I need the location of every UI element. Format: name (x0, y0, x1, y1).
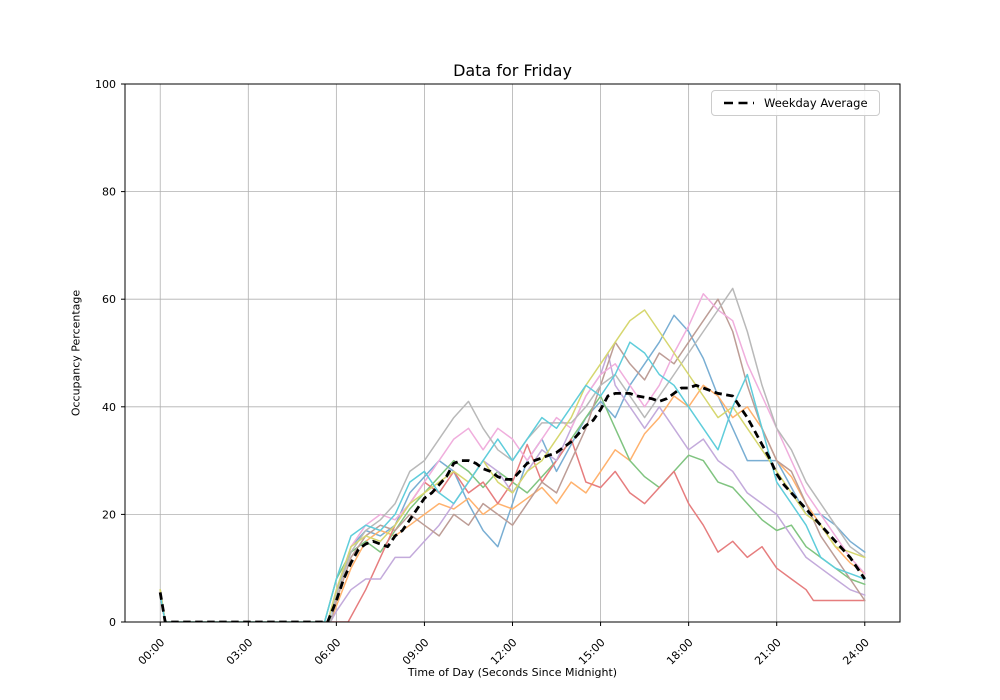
tick-marks (121, 83, 866, 626)
legend-entry-label: Weekday Average (764, 96, 868, 110)
chart-title: Data for Friday (453, 61, 572, 80)
day-series-line-7 (159, 293, 866, 622)
y-tick-label: 60 (102, 293, 116, 306)
legend-dashed-line-sample (724, 101, 754, 105)
legend-box: Weekday Average (711, 90, 880, 116)
x-tick-label: 09:00 (400, 636, 432, 668)
y-tick-label: 40 (102, 401, 116, 414)
y-tick-label: 20 (102, 508, 116, 521)
x-tick-label: 06:00 (312, 636, 344, 668)
grid-lines (125, 83, 900, 623)
y-tick-label: 0 (109, 616, 116, 629)
y-tick-label: 80 (102, 186, 116, 199)
day-series-group (159, 287, 866, 622)
x-tick-label: 12:00 (488, 636, 520, 668)
x-tick-label: 15:00 (576, 636, 608, 668)
day-series-line-9 (159, 309, 866, 622)
tick-labels: 00:00 03:00 06:00 09:00 12:00 15:00 18:00 21:00… (95, 78, 872, 668)
x-tick-label: 03:00 (224, 636, 256, 668)
x-tick-label: 21:00 (752, 636, 784, 668)
x-tick-label: 24:00 (840, 636, 872, 668)
day-series-line-8 (159, 287, 866, 622)
x-tick-label: 18:00 (664, 636, 696, 668)
x-tick-label: 00:00 (136, 636, 168, 668)
x-axis-label: Time of Day (Seconds Since Midnight) (407, 666, 618, 679)
y-axis-label: Occupancy Percentage (69, 289, 83, 417)
y-tick-label: 100 (95, 78, 116, 91)
day-series-line-6 (159, 298, 866, 622)
